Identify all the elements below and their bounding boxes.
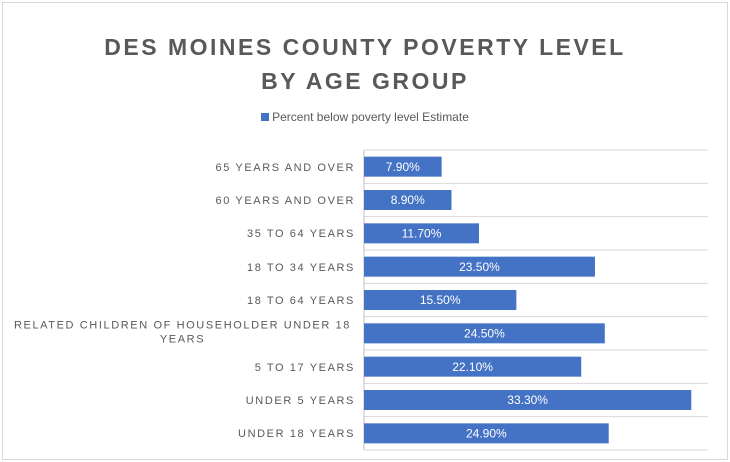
bar (364, 256, 595, 277)
data-label: 24.50% (464, 327, 505, 341)
chart-title: DES MOINES COUNTY POVERTY LEVEL BY AGE G… (104, 34, 626, 94)
legend: Percent below poverty level Estimate (0, 110, 730, 124)
y-tick-label-box: 18 TO 34 YEARS (10, 258, 355, 276)
y-tick-label-box: 18 TO 64 YEARS (10, 291, 355, 309)
data-label: 7.90% (386, 160, 420, 174)
y-tick-label-box: 35 TO 64 YEARS (10, 224, 355, 242)
y-tick-label: 35 TO 64 YEARS (246, 228, 355, 241)
y-tick-label: 60 YEARS AND OVER (215, 195, 355, 207)
legend-swatch (261, 113, 270, 121)
y-tick-label: 18 TO 64 YEARS (246, 295, 355, 307)
y-tick-label-box: UNDER 18 YEARS (10, 424, 355, 442)
bar (364, 390, 692, 410)
y-tick-label: 5 TO 17 YEARS (254, 361, 355, 374)
bar (364, 156, 442, 177)
data-label: 22.10% (452, 360, 493, 374)
bar (364, 356, 582, 377)
data-label: 33.30% (507, 393, 548, 407)
y-tick-label-box: 65 YEARS AND OVER (10, 158, 355, 176)
y-tick-label-box: 60 YEARS AND OVER (10, 191, 355, 209)
y-tick-label: RELATED CHILDREN OF HOUSEHOLDER UNDER 18… (13, 319, 351, 346)
bar (364, 223, 479, 244)
legend-label: Percent below poverty level Estimate (272, 110, 469, 124)
data-label: 8.90% (391, 193, 425, 207)
bar (364, 290, 517, 310)
data-label: 23.50% (459, 260, 500, 274)
data-label: 24.90% (466, 427, 507, 441)
bar (364, 190, 452, 210)
y-tick-label: 18 TO 34 YEARS (246, 261, 355, 274)
y-tick-label-box: RELATED CHILDREN OF HOUSEHOLDER UNDER 18… (10, 319, 355, 348)
y-tick-label-box: UNDER 5 YEARS (10, 391, 355, 409)
data-label: 15.50% (420, 293, 461, 307)
y-tick-label: UNDER 5 YEARS (245, 395, 355, 407)
bar (364, 423, 609, 444)
y-tick-label: 65 YEARS AND OVER (215, 161, 355, 174)
y-tick-label: UNDER 18 YEARS (238, 428, 355, 441)
bar (364, 323, 605, 344)
data-label: 11.70% (402, 227, 442, 241)
y-tick-label-box: 5 TO 17 YEARS (10, 358, 355, 376)
